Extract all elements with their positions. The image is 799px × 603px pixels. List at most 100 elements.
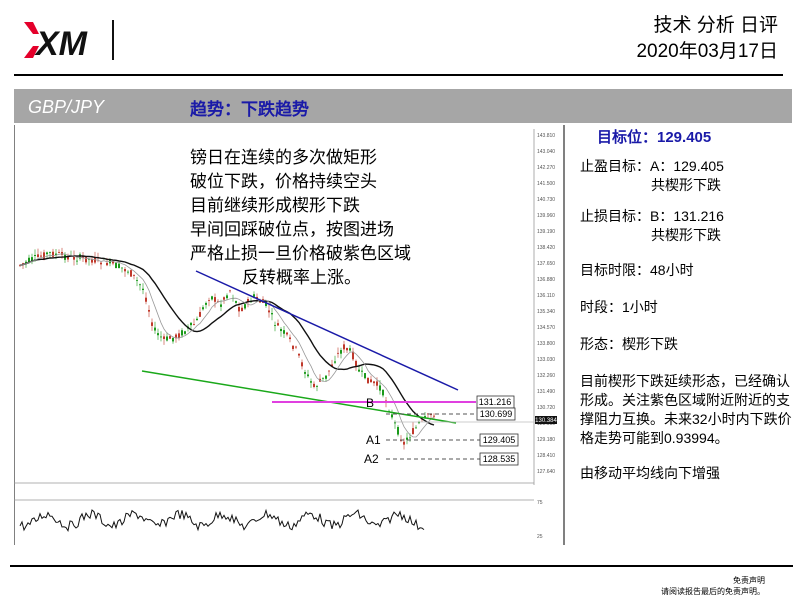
axis-tick: 140.730 (537, 197, 555, 203)
candle-body (34, 255, 36, 257)
osc-tick-75: 75 (537, 500, 543, 506)
candle-body (139, 284, 141, 286)
candle-body (49, 252, 51, 253)
price-label-b: 131.216 (479, 397, 512, 407)
disclaimer-title: 免责声明 (733, 576, 765, 585)
axis-tick: 129.180 (537, 437, 555, 443)
candle-body (370, 379, 372, 383)
candle-body (226, 295, 228, 299)
candle-body (91, 259, 93, 263)
candle-body (283, 330, 285, 334)
candle-body (82, 256, 84, 258)
pattern: 形态：楔形下跌 (580, 336, 678, 352)
candle-body (379, 385, 381, 391)
candle-body (130, 270, 132, 277)
candle-body (154, 327, 156, 331)
osc-tick-25: 25 (537, 534, 543, 540)
candle-body (193, 324, 195, 325)
candle-body (43, 252, 45, 259)
candle-body (181, 330, 183, 336)
candle-body (364, 373, 366, 379)
chart-commentary: 镑日在连续的多次做矩形 破位下跌，价格持续空头 目前继续形成楔形下跌 早间回踩破… (190, 146, 411, 290)
candle-body (337, 352, 339, 354)
candle-body (274, 325, 276, 326)
candle-body (220, 304, 222, 307)
target-title: 目标位：129.405 (597, 129, 712, 146)
commentary-line: 破位下跌，价格持续空头 (190, 172, 377, 191)
axis-tick: 131.490 (537, 389, 555, 395)
point-b: B (366, 396, 374, 410)
candle-body (178, 333, 180, 339)
candle-body (397, 427, 399, 435)
price-chart: 143.810 143.040 142.270 141.500 140.730 139.9… (13, 125, 566, 545)
candle-body (136, 280, 138, 281)
candle-body (142, 288, 144, 291)
axis-tick: 142.270 (537, 165, 555, 171)
candle-body (172, 337, 174, 342)
take-profit: 止盈目标：A：129.405 共楔形下跌 (580, 157, 792, 195)
candle-body (67, 256, 69, 260)
axis-tick: 133.030 (537, 357, 555, 363)
candle-body (412, 428, 414, 435)
commentary-line: 反转概率上涨。 (242, 268, 361, 287)
candle-body (322, 377, 324, 379)
axis-tick: 136.880 (537, 277, 555, 283)
candle-body (409, 437, 411, 439)
current-price: 130.384 (535, 418, 557, 424)
candle-body (277, 323, 279, 326)
candle-body (55, 253, 57, 256)
axis-tick: 127.640 (537, 469, 555, 475)
candle-body (169, 336, 171, 339)
candle-body (163, 336, 165, 339)
candle-body (100, 262, 102, 265)
candle-body (235, 301, 237, 303)
candle-body (145, 297, 147, 302)
candle-body (340, 350, 342, 354)
candle-body (328, 370, 330, 372)
candle-body (433, 415, 435, 417)
axis-tick: 135.340 (537, 309, 555, 315)
candle-body (241, 307, 243, 312)
candle-body (166, 336, 168, 341)
axis-tick: 143.040 (537, 149, 555, 155)
candle-body (415, 427, 417, 429)
candle-body (22, 263, 24, 265)
candle-body (190, 322, 192, 326)
candle-body (52, 251, 54, 257)
candle-body (196, 318, 198, 321)
candle-body (238, 307, 240, 312)
candle-body (37, 254, 39, 257)
candle-body (406, 437, 408, 440)
header-divider (14, 74, 783, 76)
candle-body (151, 322, 153, 326)
candle-body (259, 301, 261, 303)
point-a1: A1 (366, 433, 381, 447)
candle-body (268, 310, 270, 313)
candle-body (346, 348, 348, 351)
axis-tick: 134.570 (537, 325, 555, 331)
candle-body (214, 297, 216, 302)
candle-body (391, 414, 393, 418)
candle-body (292, 345, 294, 350)
axis-tick: 141.500 (537, 181, 555, 187)
candle-body (40, 255, 42, 257)
axis-tick: 139.960 (537, 213, 555, 219)
axis-tick: 139.190 (537, 229, 555, 235)
candle-body (352, 351, 354, 360)
candle-body (118, 263, 120, 268)
candle-body (304, 372, 306, 374)
title-band (14, 89, 792, 123)
disclaimer-note: 请阅读报告最后的免责声明。 (661, 587, 765, 596)
candle-body (301, 362, 303, 367)
candle-body (115, 262, 117, 269)
candle-body (358, 369, 360, 372)
xm-logo: XM (24, 18, 116, 63)
disclaimer: 免责声明 请阅读报告最后的免责声明。 (661, 575, 765, 597)
price-label-a2: 128.535 (483, 454, 516, 464)
candle-body (271, 313, 273, 315)
candle-body (424, 416, 426, 418)
candle-body (310, 381, 312, 383)
candle-body (175, 334, 177, 339)
candle-body (382, 389, 384, 396)
price-label-entry: 130.699 (480, 409, 513, 419)
